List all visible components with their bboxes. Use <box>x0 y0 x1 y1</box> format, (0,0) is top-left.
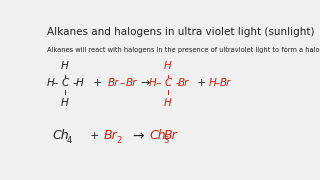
Text: +: + <box>92 78 102 88</box>
Text: –: – <box>72 78 77 88</box>
Text: Br: Br <box>125 78 137 88</box>
Text: H: H <box>75 78 83 88</box>
Text: →: → <box>141 78 150 88</box>
Text: –: – <box>156 78 161 88</box>
Text: H: H <box>149 78 157 88</box>
Text: H: H <box>164 98 172 108</box>
Text: Br: Br <box>108 78 119 88</box>
Text: –: – <box>120 78 125 88</box>
Text: H: H <box>61 98 69 108</box>
Text: +: + <box>196 78 206 88</box>
Text: C: C <box>61 78 68 88</box>
Text: H: H <box>164 61 172 71</box>
Text: Br: Br <box>177 78 189 88</box>
Text: Ch: Ch <box>149 129 166 142</box>
Text: C: C <box>164 78 171 88</box>
Text: Br: Br <box>164 129 178 142</box>
Text: –: – <box>214 78 220 88</box>
Text: H: H <box>46 78 54 88</box>
Text: Alkanes and halogens in ultra violet light (sunlight): Alkanes and halogens in ultra violet lig… <box>47 27 315 37</box>
Text: –: – <box>52 78 58 88</box>
Text: Br: Br <box>104 129 118 142</box>
Text: H: H <box>208 78 216 88</box>
Text: 3: 3 <box>163 136 168 145</box>
Text: 2: 2 <box>117 136 122 145</box>
Text: 4: 4 <box>66 136 72 145</box>
Text: Ch: Ch <box>53 129 69 142</box>
Text: H: H <box>61 61 69 71</box>
Text: Alkanes will react with halogens in the presence of ultraviolet light to form a : Alkanes will react with halogens in the … <box>47 47 320 53</box>
Text: –: – <box>175 78 180 88</box>
Text: +: + <box>89 131 99 141</box>
Text: Br: Br <box>220 78 231 88</box>
Text: →: → <box>132 129 144 143</box>
